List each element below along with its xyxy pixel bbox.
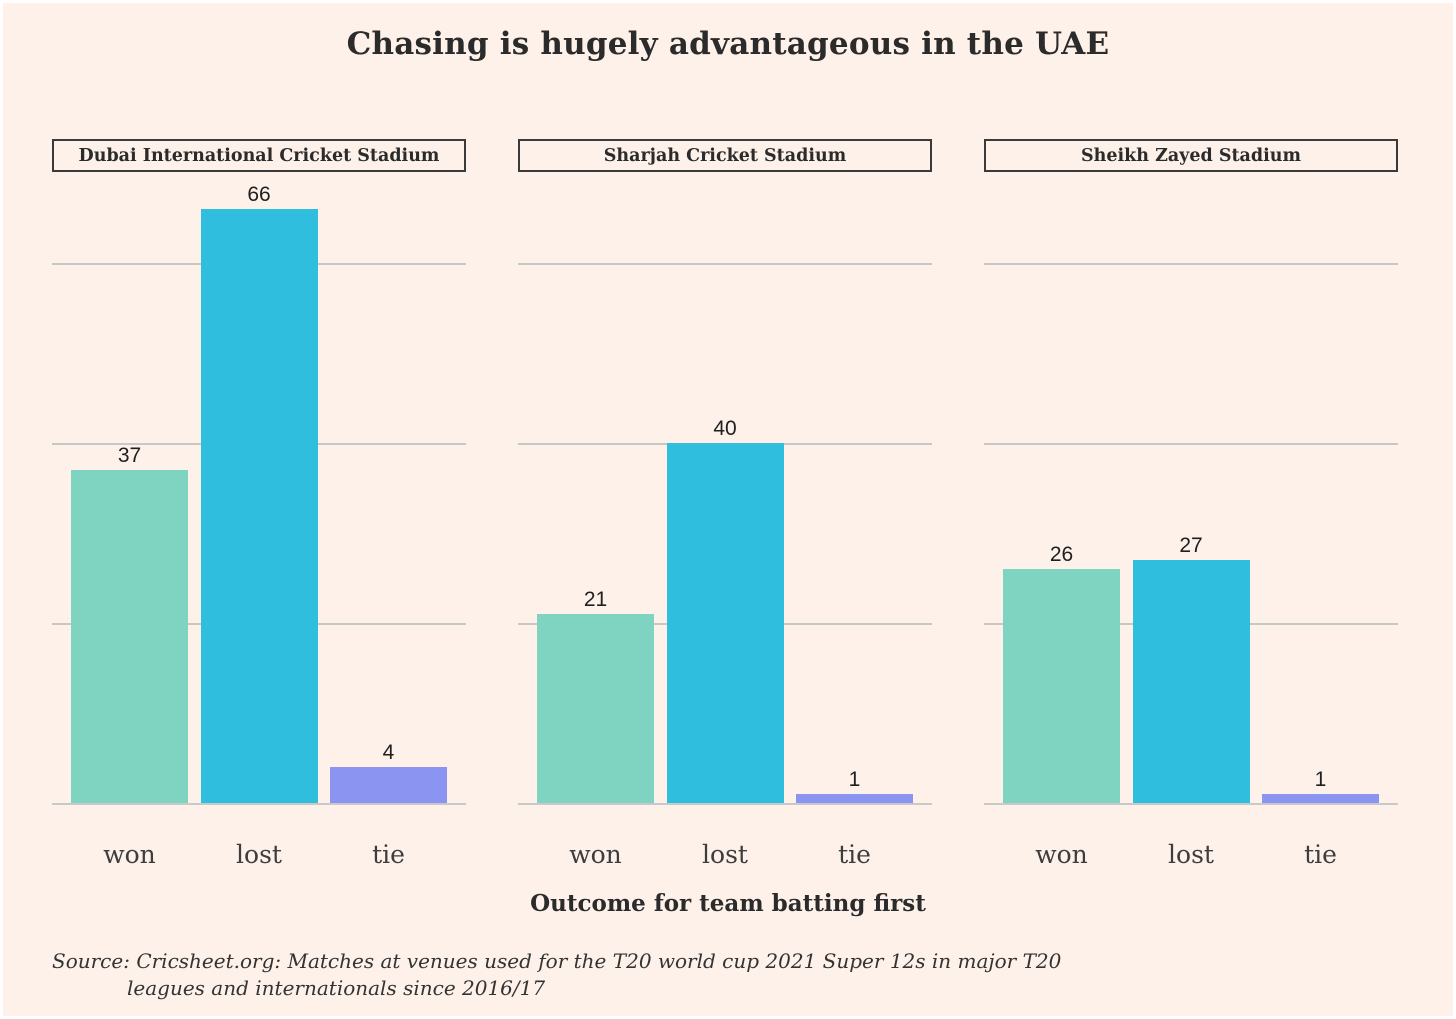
tick-label-tie: tie	[1304, 840, 1337, 869]
bar-column-lost: 40	[666, 417, 784, 803]
bar-lost	[666, 443, 784, 803]
bar-column-lost: 66	[200, 183, 318, 803]
bar-value-label: 1	[848, 768, 861, 791]
bar-won	[1003, 569, 1120, 803]
bar-column-lost: 27	[1132, 534, 1250, 803]
source-line-1: Source: Cricsheet.org: Matches at venues…	[52, 949, 1062, 973]
category-labels: won lost tie	[52, 839, 466, 871]
tick-label-tie: tie	[838, 840, 871, 869]
gridline-60	[518, 263, 932, 265]
bar-value-label: 21	[583, 588, 608, 611]
panel-header-sheikh-zayed: Sheikh Zayed Stadium	[984, 139, 1398, 172]
tick-label-lost: lost	[702, 840, 748, 869]
bar-value-label: 40	[713, 417, 737, 440]
panel-header-sharjah: Sharjah Cricket Stadium	[518, 139, 932, 172]
plot-area-dubai: 37 66 4	[52, 172, 466, 805]
bar-column-won: 37	[71, 444, 188, 803]
bars-group: 21 40 1	[537, 417, 913, 803]
panels-row: Dubai International Cricket Stadium 37 6…	[52, 139, 1453, 871]
category-labels: won lost tie	[518, 839, 932, 871]
bar-won	[537, 614, 654, 803]
bar-tie	[1262, 794, 1379, 803]
bar-column-tie: 1	[796, 768, 913, 803]
tick-label-tie: tie	[372, 840, 405, 869]
bar-column-won: 26	[1003, 543, 1120, 803]
x-axis-line	[984, 803, 1398, 805]
bar-won	[71, 470, 188, 803]
tick-label-lost: lost	[236, 840, 282, 869]
tick-label-won: won	[569, 840, 622, 869]
bar-value-label: 37	[117, 444, 142, 467]
tick-label-won: won	[1035, 840, 1088, 869]
source-note: Source: Cricsheet.org: Matches at venues…	[52, 948, 1453, 1002]
bar-tie	[330, 767, 447, 803]
bar-value-label: 27	[1179, 534, 1203, 557]
category-labels: won lost tie	[984, 839, 1398, 871]
bar-lost	[1132, 560, 1250, 803]
bars-group: 37 66 4	[71, 183, 447, 803]
plot-area-sharjah: 21 40 1	[518, 172, 932, 805]
panel-sheikh-zayed: Sheikh Zayed Stadium 26 27 1	[984, 139, 1398, 871]
panel-dubai: Dubai International Cricket Stadium 37 6…	[52, 139, 466, 871]
tick-label-lost: lost	[1168, 840, 1214, 869]
bar-value-label: 1	[1314, 768, 1327, 791]
source-line-2: leagues and internationals since 2016/17	[127, 976, 546, 1000]
gridline-40	[984, 443, 1398, 445]
bar-lost	[200, 209, 318, 803]
tick-label-won: won	[103, 840, 156, 869]
bar-tie	[796, 794, 913, 803]
x-axis-line	[518, 803, 932, 805]
bar-value-label: 66	[247, 183, 271, 206]
x-axis-title: Outcome for team batting first	[530, 890, 926, 917]
chart-title: Chasing is hugely advantageous in the UA…	[346, 26, 1110, 62]
bar-column-won: 21	[537, 588, 654, 803]
bar-column-tie: 1	[1262, 768, 1379, 803]
bar-value-label: 4	[382, 741, 395, 764]
bar-column-tie: 4	[330, 741, 447, 803]
panel-sharjah: Sharjah Cricket Stadium 21 40 1	[518, 139, 932, 871]
gridline-60	[984, 263, 1398, 265]
bars-group: 26 27 1	[1003, 534, 1379, 803]
panel-header-dubai: Dubai International Cricket Stadium	[52, 139, 466, 172]
x-axis-line	[52, 803, 466, 805]
bar-value-label: 26	[1049, 543, 1074, 566]
plot-area-sheikh-zayed: 26 27 1	[984, 172, 1398, 805]
